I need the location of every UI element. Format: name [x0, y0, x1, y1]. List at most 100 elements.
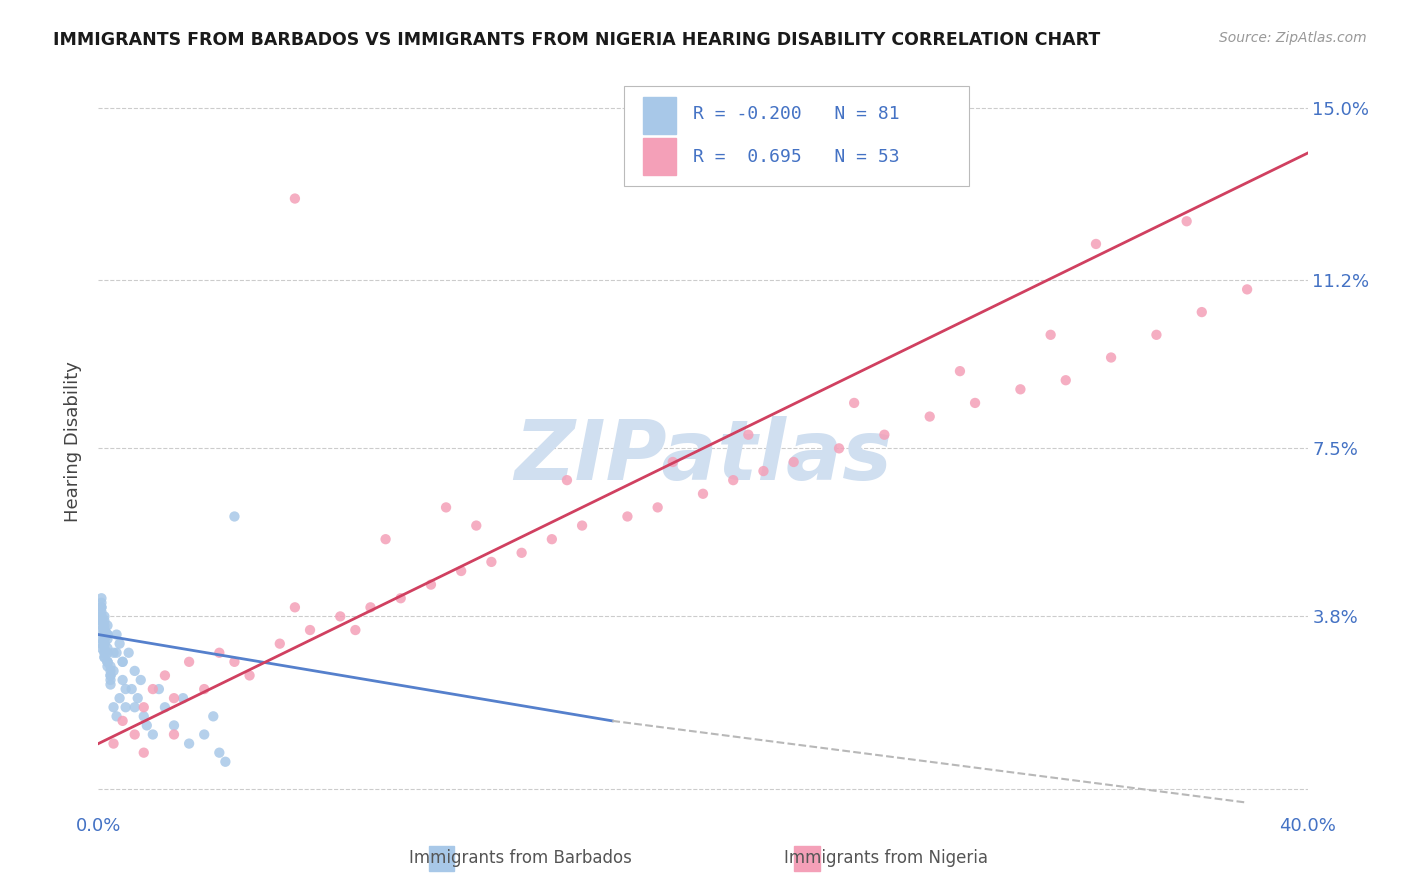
Point	[96, 641, 118, 656]
Point	[571, 518, 593, 533]
Point	[132, 700, 155, 714]
Point	[96, 655, 118, 669]
Point	[193, 682, 215, 697]
Point	[96, 655, 118, 669]
Point	[1236, 282, 1258, 296]
Point	[103, 737, 125, 751]
Point	[96, 627, 118, 641]
Point	[172, 691, 194, 706]
Point	[93, 641, 115, 656]
Point	[121, 682, 143, 697]
Point	[90, 600, 112, 615]
Point	[465, 518, 488, 533]
Point	[450, 564, 472, 578]
Point	[481, 555, 503, 569]
Point	[93, 637, 115, 651]
Point	[1175, 214, 1198, 228]
Point	[96, 646, 118, 660]
Point	[100, 673, 122, 687]
Point	[93, 623, 115, 637]
Point	[616, 509, 638, 524]
Point	[783, 455, 806, 469]
Point	[510, 546, 533, 560]
Text: R =  0.695   N = 53: R = 0.695 N = 53	[693, 147, 900, 166]
Point	[100, 659, 122, 673]
Point	[129, 673, 152, 687]
Point	[96, 627, 118, 641]
Point	[108, 691, 131, 706]
Point	[647, 500, 669, 515]
Point	[96, 659, 118, 673]
Point	[163, 691, 186, 706]
Point	[692, 487, 714, 501]
Text: ZIPatlas: ZIPatlas	[515, 416, 891, 497]
Point	[111, 655, 134, 669]
Point	[269, 637, 291, 651]
Point	[1085, 236, 1108, 251]
Point	[873, 427, 896, 442]
Text: IMMIGRANTS FROM BARBADOS VS IMMIGRANTS FROM NIGERIA HEARING DISABILITY CORRELATI: IMMIGRANTS FROM BARBADOS VS IMMIGRANTS F…	[53, 31, 1101, 49]
Point	[284, 192, 307, 206]
Bar	[794, 846, 820, 871]
Y-axis label: Hearing Disability: Hearing Disability	[65, 361, 83, 522]
Point	[90, 618, 112, 632]
Point	[111, 714, 134, 728]
Point	[1054, 373, 1077, 387]
Point	[127, 691, 149, 706]
Point	[93, 637, 115, 651]
Point	[299, 623, 322, 637]
Point	[96, 627, 118, 641]
Point	[124, 664, 146, 678]
Point	[208, 746, 231, 760]
Point	[389, 591, 412, 606]
Text: Source: ZipAtlas.com: Source: ZipAtlas.com	[1219, 31, 1367, 45]
Point	[179, 737, 201, 751]
Point	[103, 700, 125, 714]
Point	[93, 646, 115, 660]
Point	[90, 600, 112, 615]
Point	[142, 727, 165, 741]
Point	[163, 718, 186, 732]
Point	[1099, 351, 1122, 365]
Point	[90, 641, 112, 656]
Point	[142, 682, 165, 697]
Point	[90, 623, 112, 637]
Text: Immigrants from Nigeria: Immigrants from Nigeria	[783, 849, 988, 867]
Point	[96, 618, 118, 632]
Bar	[643, 97, 676, 135]
Point	[90, 614, 112, 628]
Point	[90, 596, 112, 610]
Point	[179, 655, 201, 669]
Point	[284, 600, 307, 615]
Point	[93, 618, 115, 632]
Point	[202, 709, 225, 723]
Point	[540, 532, 562, 546]
Point	[93, 646, 115, 660]
Point	[100, 668, 122, 682]
Point	[90, 609, 112, 624]
Point	[93, 650, 115, 665]
Point	[723, 473, 745, 487]
Point	[224, 655, 246, 669]
Point	[737, 427, 759, 442]
Point	[374, 532, 396, 546]
Point	[661, 455, 683, 469]
Point	[828, 442, 851, 456]
Point	[93, 614, 115, 628]
Point	[93, 609, 115, 624]
Point	[434, 500, 457, 515]
Point	[93, 632, 115, 647]
Bar	[429, 846, 454, 871]
Point	[111, 655, 134, 669]
Point	[118, 646, 141, 660]
Point	[555, 473, 578, 487]
Point	[965, 396, 987, 410]
Point	[124, 700, 146, 714]
Point	[844, 396, 866, 410]
Point	[108, 637, 131, 651]
Point	[90, 609, 112, 624]
Point	[135, 718, 157, 732]
Point	[214, 755, 236, 769]
Point	[93, 623, 115, 637]
Text: R = -0.200   N = 81: R = -0.200 N = 81	[693, 105, 900, 123]
